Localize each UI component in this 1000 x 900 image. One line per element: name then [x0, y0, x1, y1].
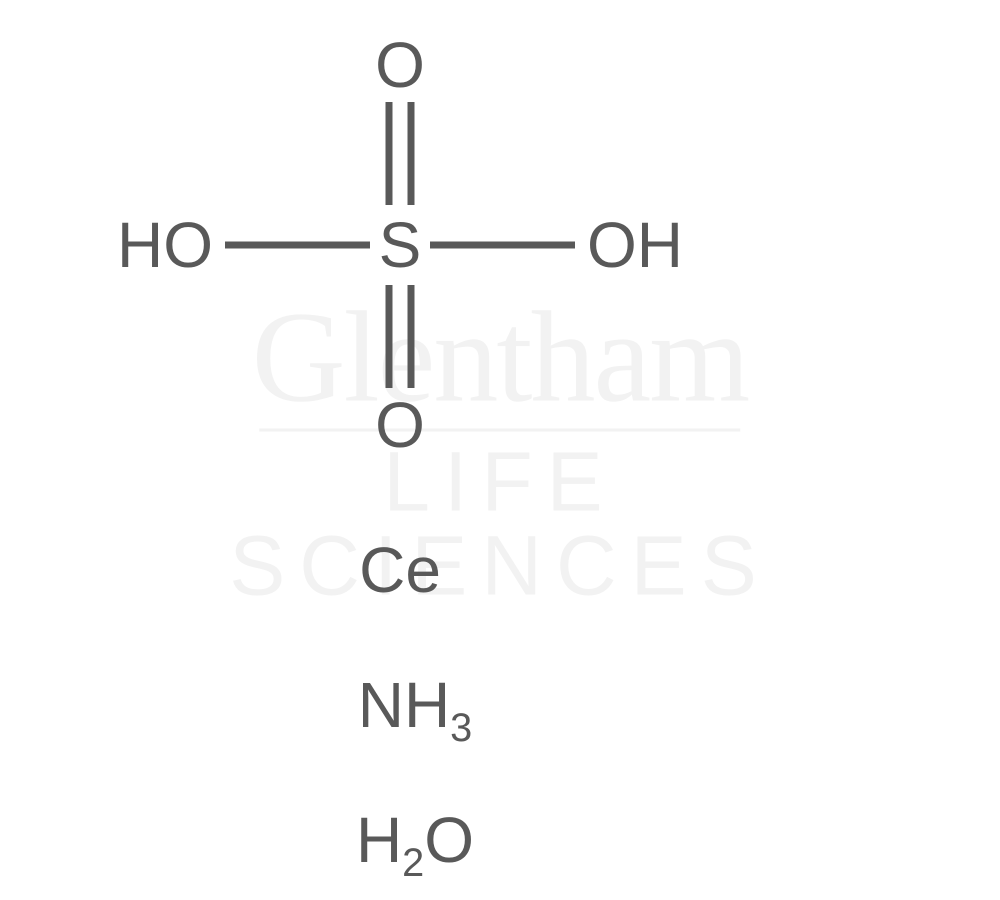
atom-O_top: O	[375, 28, 425, 102]
atom-HO_left: HO	[117, 208, 213, 282]
chemical-structure	[0, 0, 1000, 900]
atom-NH3: NH3	[358, 668, 473, 742]
atom-O_bottom: O	[375, 388, 425, 462]
atom-H2O: H2O	[356, 803, 474, 877]
atom-OH_right: OH	[587, 208, 683, 282]
atom-Ce: Ce	[359, 533, 441, 607]
atom-S_center: S	[379, 208, 422, 282]
